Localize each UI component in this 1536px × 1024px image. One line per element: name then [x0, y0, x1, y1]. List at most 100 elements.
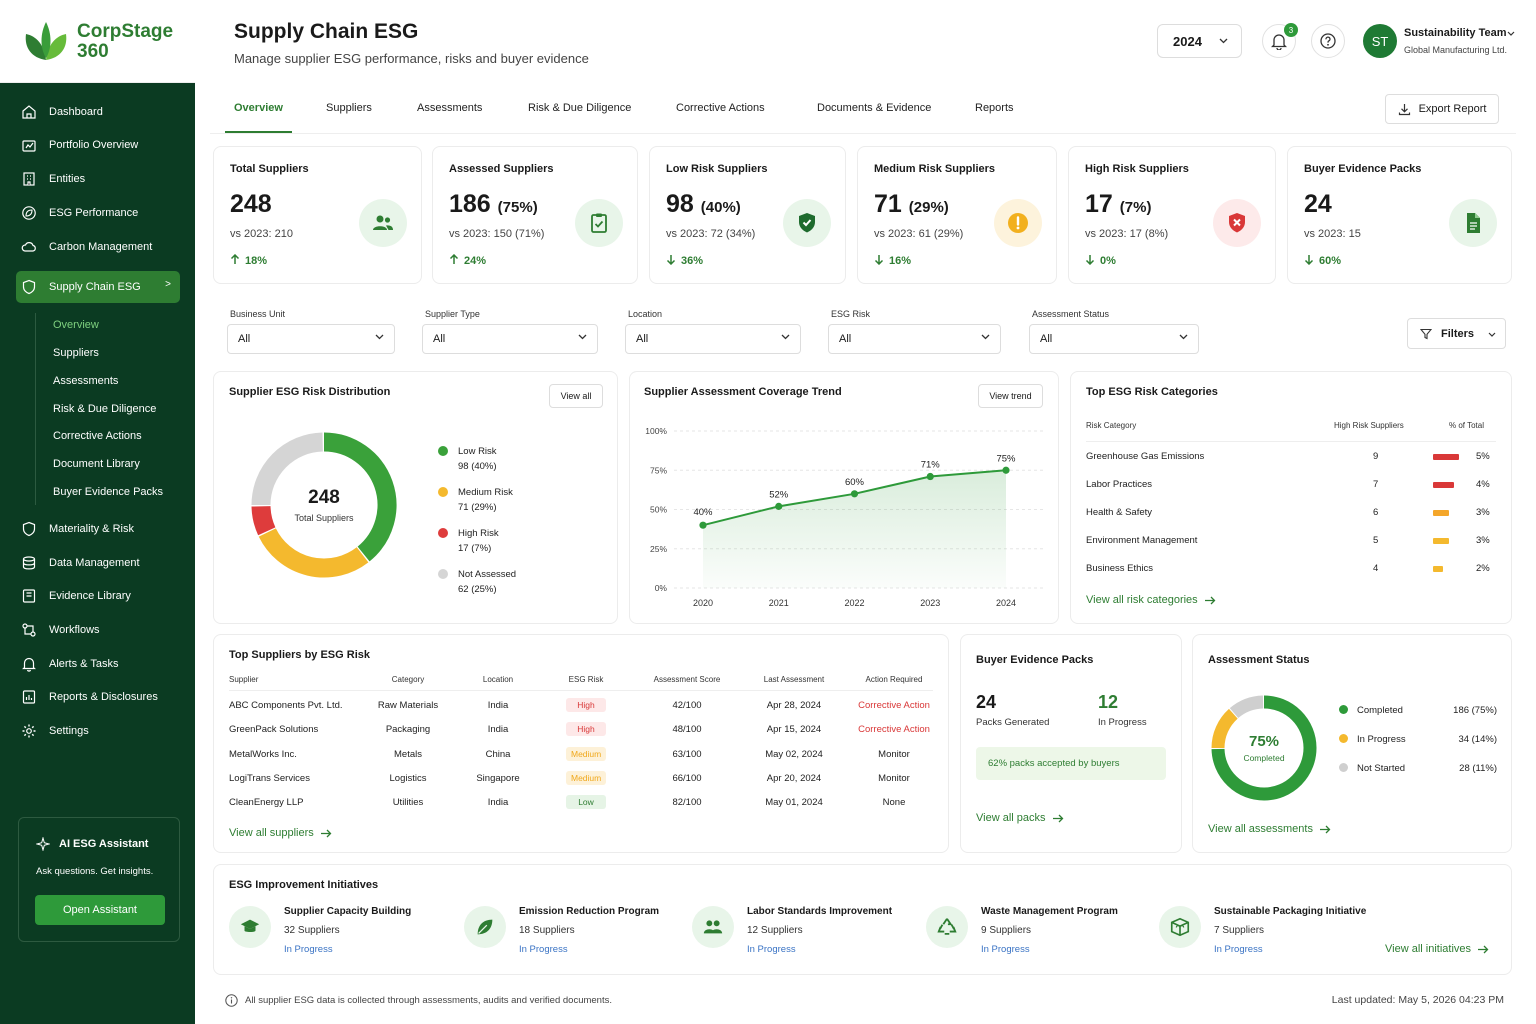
trend-point[interactable]: [775, 502, 783, 510]
open-assistant-button[interactable]: Open Assistant: [35, 895, 165, 925]
subnav-item-risk-due-diligence[interactable]: Risk & Due Diligence: [53, 403, 157, 415]
legend-label: In Progress: [1357, 734, 1406, 745]
subnav-item-suppliers[interactable]: Suppliers: [53, 347, 99, 359]
trend-point[interactable]: [699, 521, 707, 529]
donut-segment-completed[interactable]: [1211, 695, 1317, 801]
export-report-button[interactable]: Export Report: [1385, 94, 1499, 124]
filter-assessment-status-select[interactable]: All: [1029, 324, 1199, 354]
kpi-comparison: vs 2023: 61 (29%): [874, 228, 964, 240]
donut-segment-in-progress[interactable]: [1211, 708, 1238, 749]
sidebar-item-reports-disclosures[interactable]: Reports & Disclosures: [16, 681, 180, 713]
donut-segment-not-started[interactable]: [1229, 695, 1264, 719]
sidebar-item-workflows[interactable]: Workflows: [16, 614, 180, 646]
initiative-name[interactable]: Waste Management Program: [981, 906, 1118, 917]
kpi-number: 186: [449, 190, 491, 218]
sidebar-item-portfolio-overview[interactable]: Portfolio Overview: [16, 129, 180, 161]
sidebar-item-esg-performance[interactable]: ESG Performance: [16, 197, 180, 229]
clipboard-check-icon: [575, 199, 623, 247]
kpi-card: Buyer Evidence Packs 24 vs 2023: 15 60%: [1287, 146, 1512, 284]
trend-point[interactable]: [1002, 466, 1010, 474]
tab-suppliers[interactable]: Suppliers: [326, 102, 372, 114]
notification-badge: 3: [1284, 23, 1298, 37]
subnav-item-overview[interactable]: Overview: [53, 319, 99, 331]
tab-corrective-actions[interactable]: Corrective Actions: [676, 102, 765, 114]
donut-segment-medium-risk[interactable]: [258, 528, 369, 578]
filter-location-select[interactable]: All: [625, 324, 801, 354]
filter-esg-risk-select[interactable]: All: [828, 324, 1001, 354]
trend-point[interactable]: [926, 472, 934, 481]
tab-divider: [210, 133, 1516, 134]
y-tick-label: 50%: [650, 505, 667, 515]
database-icon: [21, 555, 37, 571]
tab-reports[interactable]: Reports: [975, 102, 1014, 114]
sidebar-item-data-management[interactable]: Data Management: [16, 547, 180, 579]
filter-supplier-type-select[interactable]: All: [422, 324, 598, 354]
sidebar-item-label: ESG Performance: [49, 207, 139, 219]
subnav-item-buyer-evidence-packs[interactable]: Buyer Evidence Packs: [53, 486, 164, 498]
filter-value: All: [238, 333, 251, 345]
kpi-comparison: vs 2023: 72 (34%): [666, 228, 756, 240]
risk-category-bar: [1433, 538, 1449, 544]
initiative-name[interactable]: Sustainable Packaging Initiative: [1214, 906, 1367, 917]
sidebar-item-entities[interactable]: Entities: [16, 163, 180, 195]
sidebar-item-supply-chain-esg[interactable]: Supply Chain ESG >: [16, 271, 180, 303]
risk-category-pct: 5%: [1476, 451, 1490, 462]
user-name[interactable]: Sustainability Team: [1404, 27, 1507, 39]
view-all-button[interactable]: View all: [549, 384, 603, 408]
view-all-initiatives-link[interactable]: View all initiatives: [1385, 943, 1489, 955]
notifications-button[interactable]: 3: [1262, 23, 1298, 58]
filter-value: All: [433, 333, 446, 345]
sidebar-item-dashboard[interactable]: Dashboard: [16, 96, 180, 128]
brand-logo[interactable]: CorpStage 360: [0, 0, 195, 83]
subnav-item-document-library[interactable]: Document Library: [53, 458, 140, 470]
arrow-up-icon: [230, 254, 240, 265]
view-all-suppliers-link[interactable]: View all suppliers: [229, 827, 332, 839]
sparkle-icon: [36, 837, 50, 851]
view-all-packs-link[interactable]: View all packs: [976, 812, 1064, 824]
sidebar-item-carbon-management[interactable]: Carbon Management: [16, 231, 180, 263]
kpi-title: High Risk Suppliers: [1085, 163, 1189, 175]
tab-risk-due-diligence[interactable]: Risk & Due Diligence: [528, 102, 632, 114]
sidebar-item-settings[interactable]: Settings: [16, 715, 180, 747]
kpi-title: Medium Risk Suppliers: [874, 163, 996, 175]
col-risk-category: Risk Category: [1086, 421, 1137, 430]
view-trend-button[interactable]: View trend: [978, 384, 1043, 408]
risk-category-pct: 4%: [1476, 479, 1490, 490]
donut-segment-low-risk[interactable]: [323, 432, 397, 562]
donut-center-value: 248: [308, 487, 340, 508]
top-suppliers-title: Top Suppliers by ESG Risk: [229, 649, 370, 661]
avatar[interactable]: ST: [1363, 24, 1397, 58]
help-button[interactable]: [1311, 24, 1345, 58]
legend-label: Low Risk: [458, 446, 497, 457]
filters-label: Filters: [1441, 327, 1475, 340]
col-header: Action Required: [865, 675, 923, 684]
chevron-down-icon: [1488, 332, 1496, 337]
risk-category-pct: 3%: [1476, 507, 1490, 518]
initiative-name[interactable]: Supplier Capacity Building: [284, 906, 412, 917]
tab-documents-evidence[interactable]: Documents & Evidence: [817, 102, 932, 114]
filters-button[interactable]: Filters: [1407, 318, 1506, 349]
view-all-risk-categories-link[interactable]: View all risk categories: [1086, 594, 1216, 606]
tab-overview[interactable]: Overview: [234, 102, 283, 114]
initiative-name[interactable]: Emission Reduction Program: [519, 906, 660, 917]
sidebar-item-alerts-tasks[interactable]: Alerts & Tasks: [16, 648, 180, 680]
tab-assessments[interactable]: Assessments: [417, 102, 483, 114]
trend-point[interactable]: [850, 490, 859, 498]
building-icon: [21, 171, 37, 187]
chevron-down-icon[interactable]: [1507, 31, 1515, 36]
arrow-right-icon: [1052, 814, 1063, 822]
filter-business-unit-select[interactable]: All: [227, 324, 395, 354]
donut-segment-high-risk[interactable]: [251, 505, 276, 536]
trend-data-label: 60%: [845, 477, 865, 488]
subnav-item-assessments[interactable]: Assessments: [53, 375, 119, 387]
donut-segment-not-assessed[interactable]: [251, 432, 324, 506]
filter-label: Business Unit: [230, 309, 286, 319]
year-select[interactable]: 2024: [1157, 24, 1242, 58]
filter-label: Location: [628, 309, 663, 319]
view-all-assessments-link[interactable]: View all assessments: [1208, 823, 1331, 835]
sidebar-item-evidence-library[interactable]: Evidence Library: [16, 580, 180, 612]
filter-icon: [1420, 328, 1432, 339]
sidebar-item-materiality-risk[interactable]: Materiality & Risk: [16, 513, 180, 545]
initiative-name[interactable]: Labor Standards Improvement: [747, 906, 893, 917]
subnav-item-corrective-actions[interactable]: Corrective Actions: [53, 430, 142, 442]
